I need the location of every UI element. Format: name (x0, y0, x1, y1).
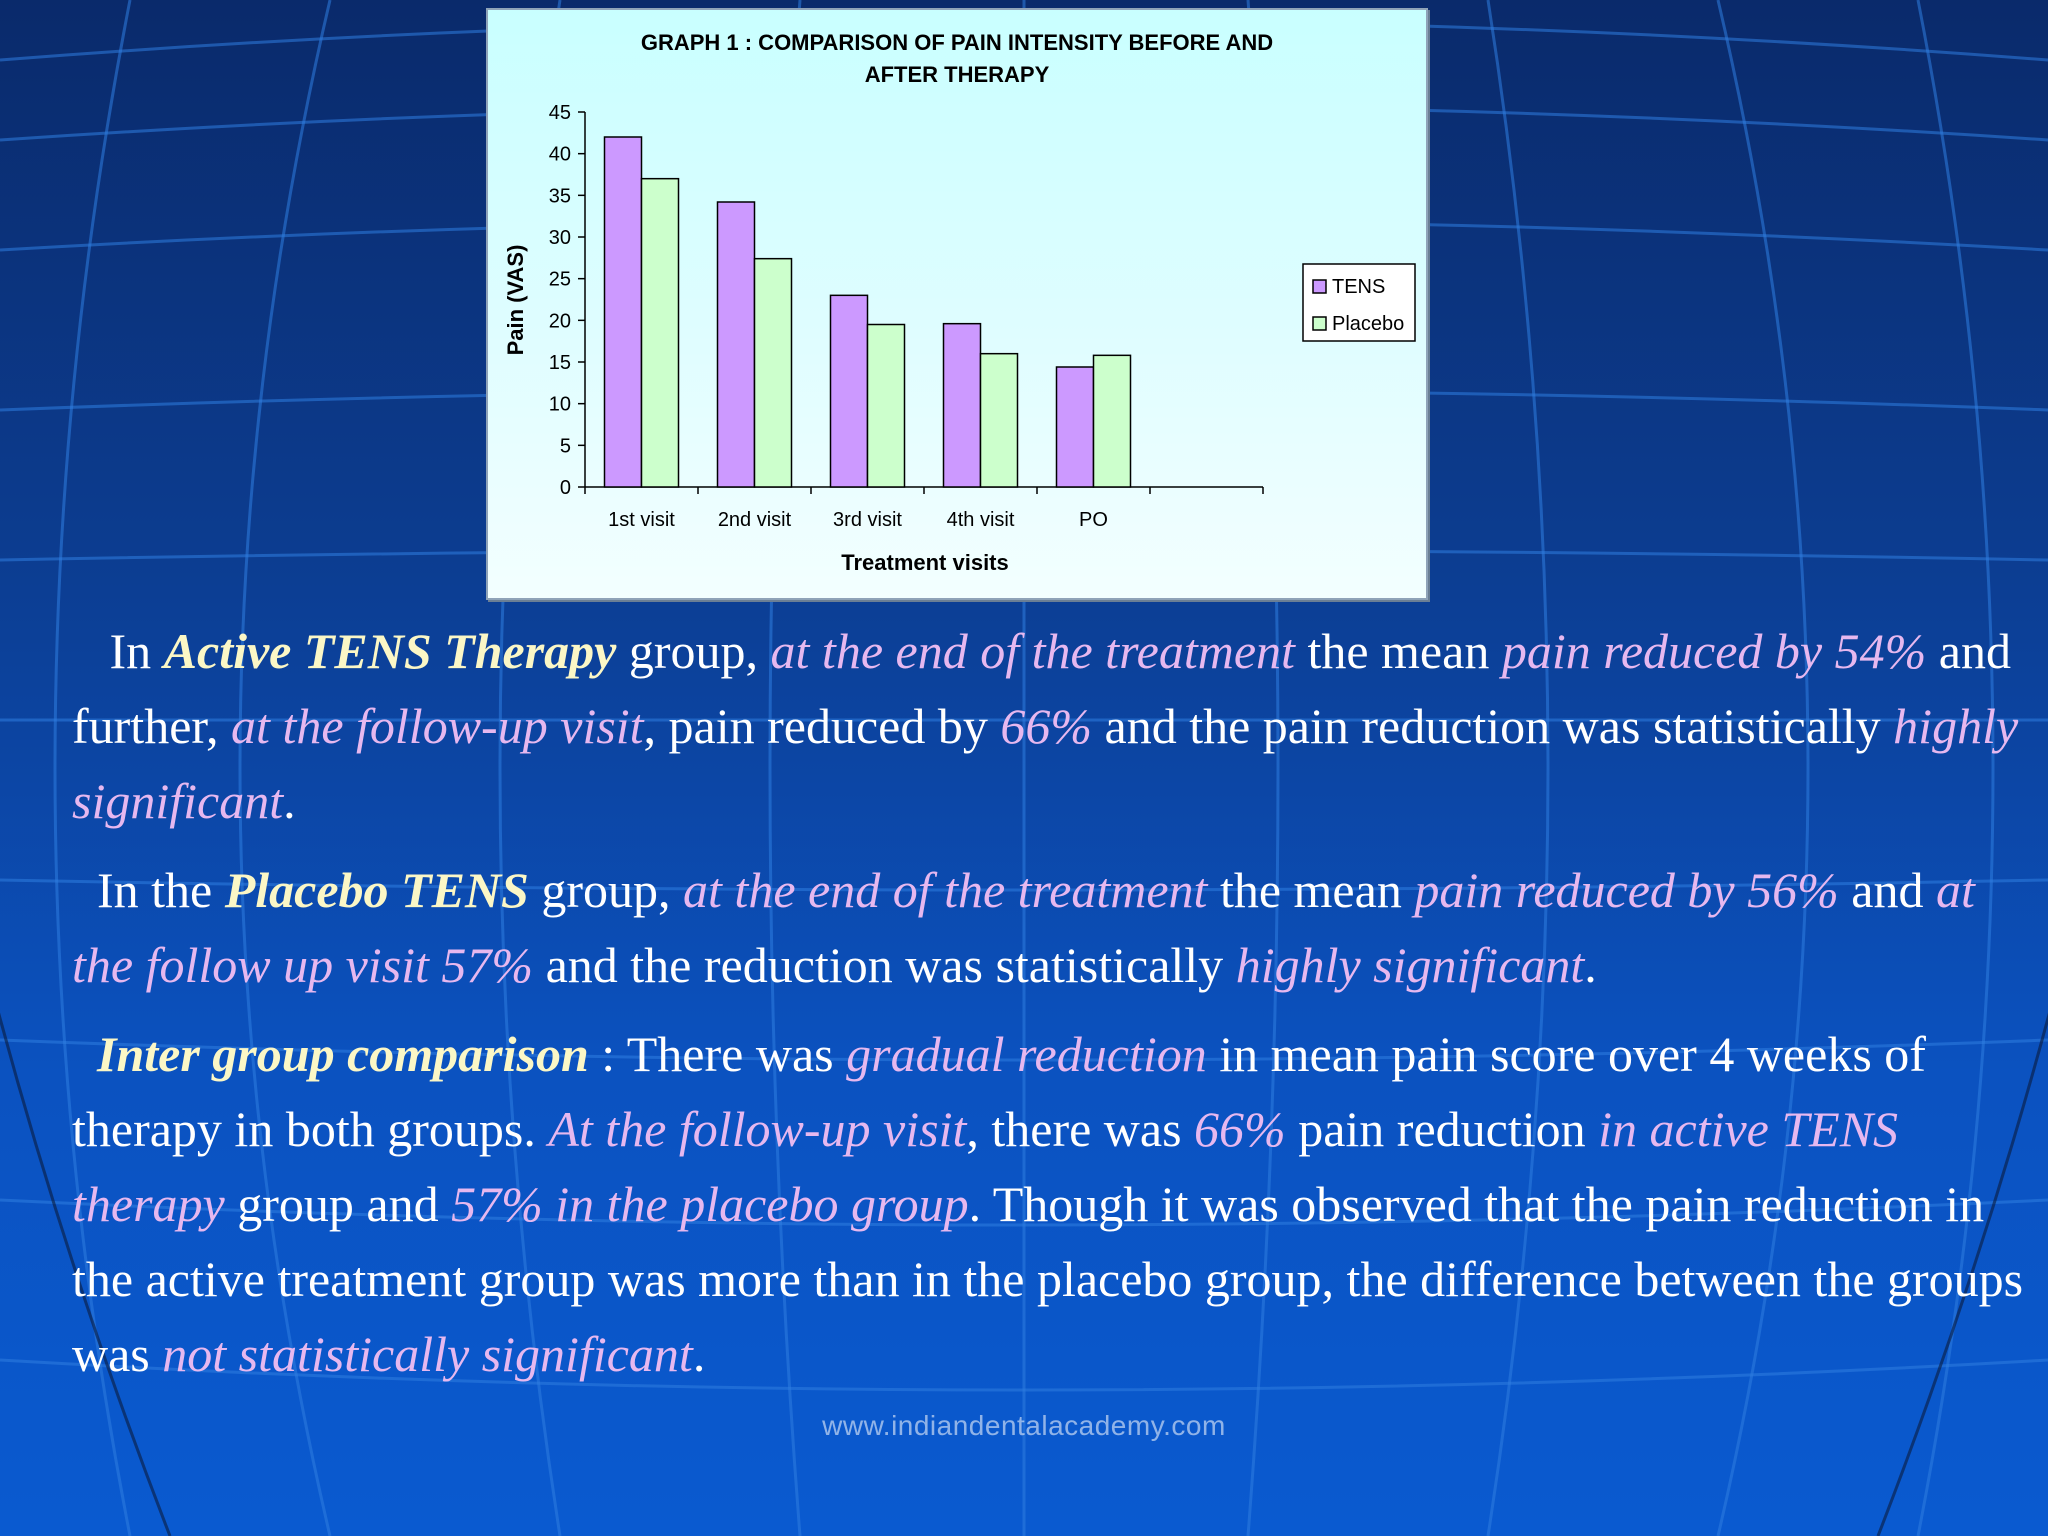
x-axis-label: Treatment visits (841, 550, 1009, 575)
text-run: Inter group comparison (97, 1026, 589, 1082)
bar-placebo (753, 257, 793, 488)
bar-placebo (1092, 354, 1132, 488)
text-run: pain reduced by 56% (1414, 862, 1839, 918)
text-run: and further, (72, 623, 2024, 754)
y-tick-label: 10 (549, 394, 571, 416)
x-tick-label: 4th visit (947, 509, 1015, 531)
y-tick-label: 0 (560, 477, 571, 499)
text-run: In the (72, 862, 225, 918)
text-run: Placebo TENS (224, 862, 529, 918)
y-tick-label: 20 (549, 310, 571, 332)
y-tick-label: 5 (560, 435, 571, 457)
text-run: pain reduced by 54% (1501, 623, 1927, 679)
pain-intensity-chart: GRAPH 1 : COMPARISON OF PAIN INTENSITY B… (486, 8, 1428, 600)
x-tick-label: 3rd visit (833, 509, 902, 531)
bar-tens (716, 201, 756, 488)
text-run: group, (616, 623, 771, 679)
paragraph-inter-group: Inter group comparison : There was gradu… (72, 1017, 2032, 1392)
text-run: at the follow-up visit (231, 698, 644, 754)
text-run: 57% in the placebo group (451, 1176, 969, 1232)
bar-tens (942, 322, 982, 488)
text-run: highly significant (72, 698, 2031, 829)
text-run: : There was (588, 1026, 847, 1082)
text-run: . (283, 773, 296, 829)
text-run: gradual reduction (846, 1026, 1207, 1082)
y-tick-label: 25 (549, 269, 571, 291)
bar-tens (603, 136, 643, 488)
text-run: Active TENS Therapy (163, 623, 617, 679)
y-axis-label: Pain (VAS) (503, 245, 528, 356)
paragraph-active-tens: In Active TENS Therapy group, at the end… (72, 614, 2032, 839)
text-run: group and (224, 1176, 452, 1232)
text-run: . (1584, 937, 1597, 993)
x-tick-label: PO (1079, 509, 1108, 531)
y-tick-label: 40 (549, 144, 571, 166)
text-run: highly significant (1235, 937, 1585, 993)
body-text: In Active TENS Therapy group, at the end… (72, 614, 2032, 1406)
text-run: , pain reduced by (643, 698, 1001, 754)
text-run: . (692, 1326, 706, 1382)
bar-placebo (866, 323, 906, 488)
text-run: 66% (1000, 698, 1092, 754)
text-run: In (72, 623, 164, 679)
text-run: the mean (1207, 862, 1415, 918)
bar-tens (829, 294, 869, 488)
legend-swatch-placebo (1312, 316, 1327, 331)
bar-tens (1055, 366, 1095, 488)
text-run: at the end of the treatment (770, 623, 1295, 679)
text-run: . Though it was observed that the pain r… (72, 1176, 2036, 1382)
text-run: in mean pain score over 4 weeks of thera… (72, 1026, 1939, 1157)
y-tick-label: 35 (549, 185, 571, 207)
text-run: and the pain reduction was statistically (1092, 698, 1894, 754)
legend-label-placebo: Placebo (1332, 313, 1404, 335)
y-tick-label: 30 (549, 227, 571, 249)
legend-label-tens: TENS (1332, 276, 1385, 298)
y-tick-label: 45 (549, 102, 571, 124)
bar-placebo (979, 352, 1019, 488)
text-run: in active TENS therapy (72, 1101, 1911, 1232)
paragraph-placebo-tens: In the Placebo TENS group, at the end of… (72, 853, 2032, 1003)
chart-title-line: GRAPH 1 : COMPARISON OF PAIN INTENSITY B… (641, 30, 1273, 55)
text-run: and the reduction was statistically (533, 937, 1236, 993)
text-run: , there was (966, 1101, 1195, 1157)
x-tick-label: 1st visit (608, 509, 675, 531)
text-run: not statistically significant (162, 1326, 693, 1382)
text-run: group, (528, 862, 684, 918)
chart-svg: GRAPH 1 : COMPARISON OF PAIN INTENSITY B… (503, 30, 1416, 575)
text-run: pain reduction (1285, 1101, 1599, 1157)
text-run: the mean (1294, 623, 1502, 679)
bar-placebo (640, 177, 680, 488)
text-run (72, 1026, 97, 1082)
text-run: At the follow-up visit (548, 1101, 967, 1157)
text-run: and (1838, 862, 1936, 918)
x-tick-label: 2nd visit (718, 509, 792, 531)
y-tick-label: 15 (549, 352, 571, 374)
text-run: 66% (1194, 1101, 1286, 1157)
legend-swatch-tens (1312, 279, 1327, 294)
text-run: at the end of the treatment (683, 862, 1208, 918)
chart-title-line: AFTER THERAPY (865, 62, 1050, 87)
text-run: at the follow up visit 57% (72, 862, 1988, 993)
